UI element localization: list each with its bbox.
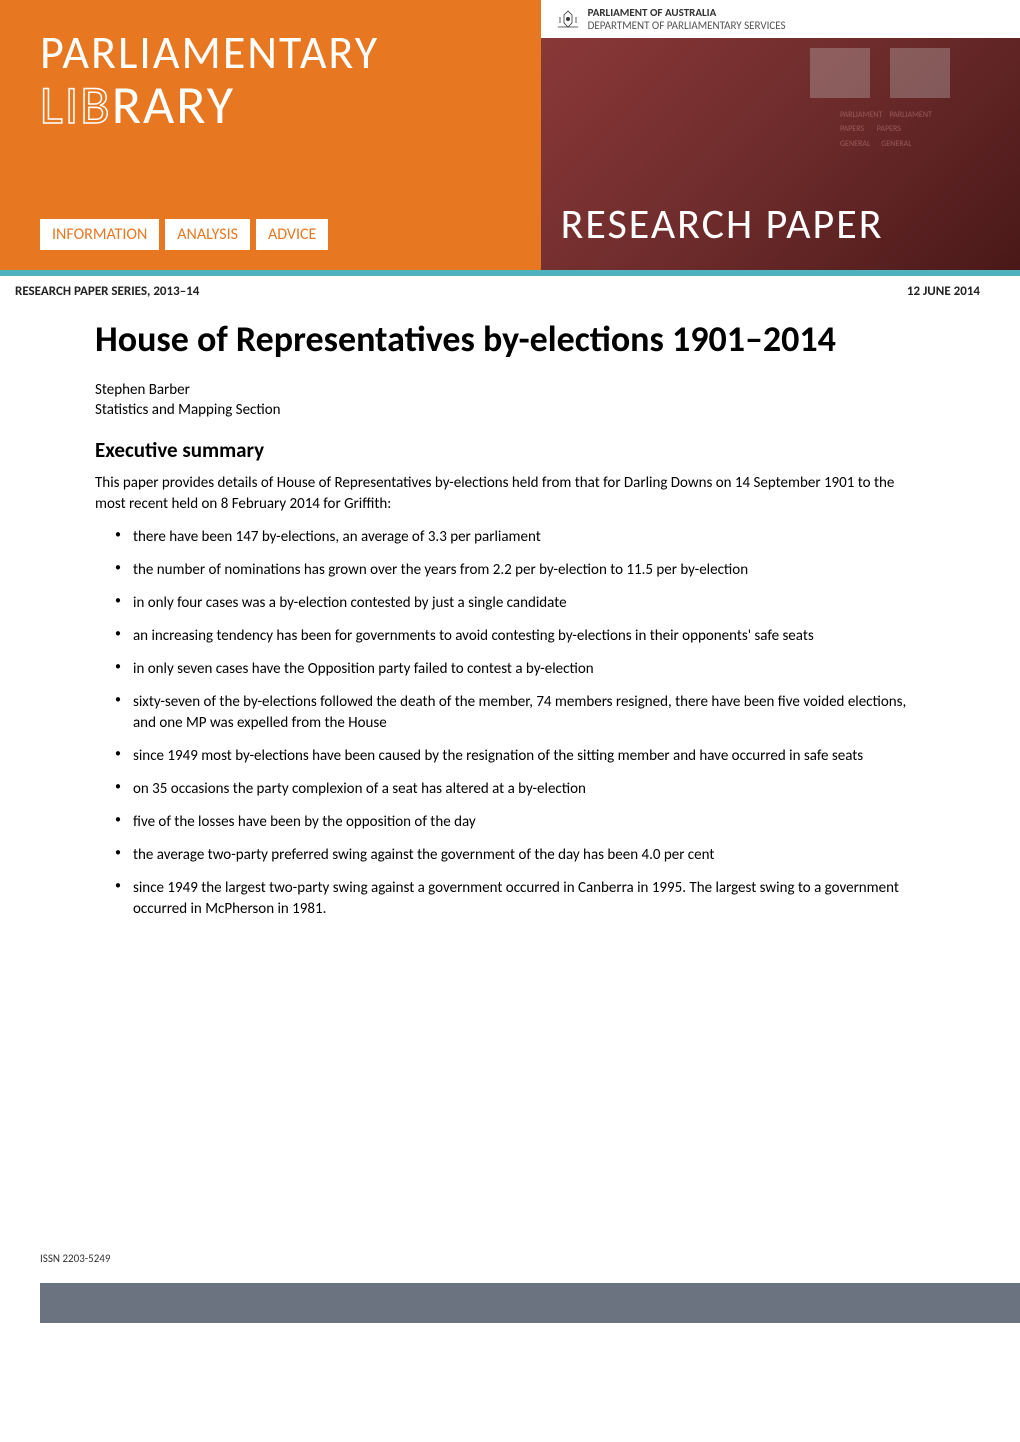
crest-bar: PARLIAMENT OF AUSTRALIA DEPARTMENT OF PA…: [541, 0, 1020, 38]
document-content: House of Representatives by-elections 19…: [0, 307, 1020, 972]
banner-right-panel: PARLIAMENT OF AUSTRALIA DEPARTMENT OF PA…: [541, 0, 1020, 270]
library-outlined-part: LIB: [40, 72, 112, 138]
research-paper-label: RESEARCH PAPER: [561, 199, 1000, 250]
tagline-advice: ADVICE: [256, 219, 328, 250]
bullet-item: the average two-party preferred swing ag…: [115, 845, 925, 866]
author-section: Statistics and Mapping Section: [95, 401, 925, 419]
footer-grey-bar: [40, 1283, 1020, 1323]
library-solid-part: RARY: [112, 72, 235, 138]
summary-bullet-list: there have been 147 by-elections, an ave…: [95, 527, 925, 920]
bullet-item: five of the losses have been by the oppo…: [115, 812, 925, 833]
crest-text-block: PARLIAMENT OF AUSTRALIA DEPARTMENT OF PA…: [588, 6, 786, 32]
author-name: Stephen Barber: [95, 381, 925, 399]
bullet-item: since 1949 the largest two-party swing a…: [115, 878, 925, 920]
tagline-information: INFORMATION: [40, 219, 159, 250]
bullet-item: in only four cases was a by-election con…: [115, 593, 925, 614]
banner-background-image: PARLIAMENT PARLIAMENT PAPERS PAPERS GENE…: [541, 38, 1020, 270]
crest-line2: DEPARTMENT OF PARLIAMENTARY SERVICES: [588, 19, 786, 32]
executive-summary-heading: Executive summary: [95, 437, 925, 463]
bullet-item: on 35 occasions the party complexion of …: [115, 779, 925, 800]
commonwealth-crest-icon: [556, 9, 580, 29]
library-word: LIBRARY: [40, 76, 521, 135]
tagline-row: INFORMATION ANALYSIS ADVICE: [40, 219, 521, 250]
issn-number: ISSN 2203-5249: [40, 1252, 1020, 1265]
library-logo-text: PARLIAMENTARY LIBRARY: [40, 30, 521, 135]
decorative-text: PARLIAMENT PARLIAMENT PAPERS PAPERS GENE…: [840, 108, 980, 151]
bullet-item: since 1949 most by-elections have been c…: [115, 746, 925, 767]
bullet-item: there have been 147 by-elections, an ave…: [115, 527, 925, 548]
bullet-item: an increasing tendency has been for gove…: [115, 626, 925, 647]
bullet-item: in only seven cases have the Opposition …: [115, 659, 925, 680]
parliamentary-word: PARLIAMENTARY: [40, 30, 521, 76]
document-title: House of Representatives by-elections 19…: [95, 317, 925, 361]
crest-line1: PARLIAMENT OF AUSTRALIA: [588, 6, 786, 19]
tagline-analysis: ANALYSIS: [165, 219, 250, 250]
series-info-bar: RESEARCH PAPER SERIES, 2013–14 12 JUNE 2…: [0, 276, 1020, 307]
footer-area: ISSN 2203-5249: [0, 1252, 1020, 1323]
bullet-item: the number of nominations has grown over…: [115, 560, 925, 581]
banner-left-panel: PARLIAMENTARY LIBRARY INFORMATION ANALYS…: [0, 0, 541, 270]
publication-date: 12 JUNE 2014: [907, 284, 980, 299]
header-banner: PARLIAMENTARY LIBRARY INFORMATION ANALYS…: [0, 0, 1020, 270]
bullet-item: sixty-seven of the by-elections followed…: [115, 692, 925, 734]
series-label: RESEARCH PAPER SERIES, 2013–14: [15, 284, 199, 299]
intro-paragraph: This paper provides details of House of …: [95, 473, 925, 515]
